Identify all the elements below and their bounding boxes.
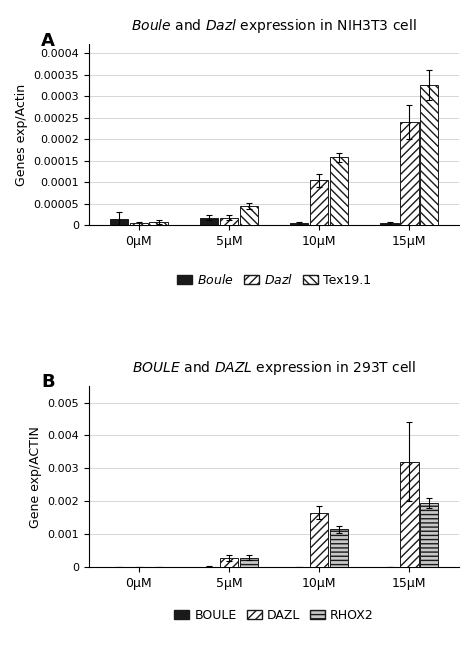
Bar xyxy=(290,223,309,226)
Bar xyxy=(330,157,348,226)
Bar xyxy=(240,206,258,226)
Y-axis label: Genes exp/Actin: Genes exp/Actin xyxy=(15,84,28,186)
Bar xyxy=(240,558,258,567)
Bar xyxy=(400,122,419,226)
Bar xyxy=(330,529,348,567)
Bar xyxy=(109,219,128,226)
Bar xyxy=(149,222,168,226)
Bar xyxy=(420,503,438,567)
Bar xyxy=(129,223,148,226)
Text: A: A xyxy=(41,32,55,49)
Bar xyxy=(400,462,419,567)
Y-axis label: Gene exp/ACTIN: Gene exp/ACTIN xyxy=(29,426,42,528)
Bar xyxy=(310,513,328,567)
Legend: $\mathit{Boule}$, $\mathit{Dazl}$, Tex19.1: $\mathit{Boule}$, $\mathit{Dazl}$, Tex19… xyxy=(172,268,376,292)
Bar xyxy=(220,218,238,226)
Bar xyxy=(310,180,328,226)
Legend: BOULE, DAZL, RHOX2: BOULE, DAZL, RHOX2 xyxy=(169,604,379,627)
Bar xyxy=(381,223,399,226)
Text: $\mathit{Boule}$ and $\mathit{Dazl}$ expression in NIH3T3 cell: $\mathit{Boule}$ and $\mathit{Dazl}$ exp… xyxy=(131,18,417,35)
Bar xyxy=(220,558,238,567)
Bar xyxy=(420,85,438,226)
Bar xyxy=(200,218,218,226)
Text: B: B xyxy=(41,373,55,391)
Text: $\mathit{BOULE}$ and $\mathit{DAZL}$ expression in 293T cell: $\mathit{BOULE}$ and $\mathit{DAZL}$ exp… xyxy=(132,359,416,377)
